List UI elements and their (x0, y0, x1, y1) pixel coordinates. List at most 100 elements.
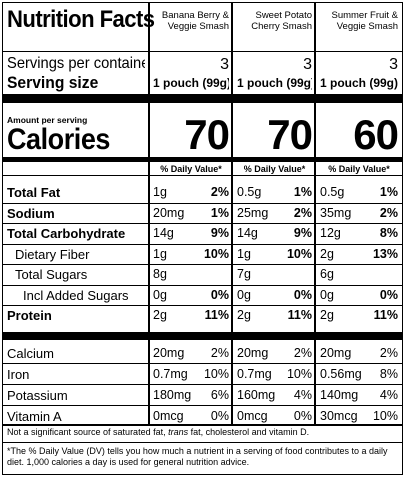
rule-under-calories (3, 157, 402, 162)
nutrient-daily-value: 10% (286, 246, 312, 261)
nutrient-label: Protein (7, 308, 52, 323)
vitamin-daily-value: 2% (379, 346, 398, 360)
rule-under-vitamins (3, 424, 402, 426)
nutrient-label: Dietary Fiber (15, 246, 90, 262)
vitamin-daily-value: 6% (210, 388, 229, 402)
nutrient-daily-value: 11% (373, 308, 398, 322)
vitamin-row-rule (3, 405, 402, 406)
vitamin-amount: 140mg (320, 388, 359, 402)
nutrient-daily-value: 0% (293, 287, 312, 302)
nutrient-daily-value: 11% (204, 308, 229, 322)
vitamin-label: Vitamin A (7, 409, 62, 424)
nutrient-amount: 35mg (320, 205, 352, 220)
amount-per-serving-label: Amount per serving (7, 115, 88, 125)
nutrient-amount: 0g (320, 287, 334, 302)
nutrient-daily-value: 11% (287, 308, 312, 322)
servings-label: Servings per container (7, 55, 145, 72)
vitamin-row-rule (3, 384, 402, 385)
nutrient-daily-value: 0% (379, 287, 398, 302)
column-divider-2 (231, 3, 233, 424)
nutrient-label: Total Carbohydrate (7, 226, 126, 241)
column-divider-1 (148, 3, 150, 424)
serving-size-label: Serving size (7, 73, 99, 92)
daily-value-heading: % Daily Value* (160, 164, 222, 174)
nutrient-amount: 25mg (237, 205, 269, 220)
nutrient-daily-value: 2% (210, 185, 229, 199)
nutrient-amount: 2g (320, 246, 334, 261)
vitamin-amount: 20mg (320, 346, 352, 360)
vitamin-amount: 0mcg (237, 409, 268, 423)
nutrient-daily-value: 1% (293, 185, 312, 199)
nutrient-amount: 6g (320, 267, 334, 281)
vitamin-amount: 0mcg (153, 409, 184, 423)
nutrient-row-rule (3, 223, 402, 224)
nutrient-amount: 2g (320, 308, 334, 322)
nutrient-amount: 14g (153, 226, 174, 240)
nutrient-daily-value: 1% (210, 205, 229, 220)
vitamin-amount: 160mg (237, 388, 276, 402)
serving-size-value: 1 pouch (99g) (320, 76, 398, 90)
nutrient-daily-value: 2% (379, 205, 398, 220)
column-divider-3 (314, 3, 316, 424)
rule-between-footnotes (3, 442, 402, 443)
vitamin-amount: 0.7mg (237, 367, 272, 381)
nutrient-daily-value: 10% (203, 246, 229, 261)
nutrient-amount: 12g (320, 226, 341, 240)
product-name: Summer Fruit & Veggie Smash (331, 10, 398, 32)
vitamin-daily-value: 0% (210, 409, 229, 423)
nutrient-amount: 14g (237, 226, 258, 240)
product-name: Banana Berry & Veggie Smash (161, 10, 229, 32)
calories-value: 70 (267, 113, 312, 157)
footnote-not-significant: Not a significant source of saturated fa… (7, 427, 310, 437)
vitamin-amount: 20mg (153, 346, 185, 360)
nutrient-amount: 0.5g (237, 185, 262, 199)
vitamin-daily-value: 10% (372, 409, 398, 423)
nutrient-daily-value: 8% (379, 226, 398, 240)
nutrient-row-rule (3, 202, 402, 204)
nutrient-daily-value: 0% (210, 287, 229, 302)
vitamin-daily-value: 4% (379, 388, 398, 402)
nutrient-amount: 8g (153, 267, 167, 281)
vitamin-amount: 180mg (153, 388, 192, 402)
nutrient-amount: 0g (153, 287, 167, 302)
label-title: Nutrition Facts (7, 7, 155, 33)
nutrient-amount: 20mg (153, 205, 185, 220)
vitamin-amount: 0.7mg (153, 367, 188, 381)
nutrient-row-rule (3, 284, 402, 286)
vitamin-daily-value: 0% (293, 409, 312, 423)
nutrient-amount: 1g (153, 246, 167, 261)
product-name: Sweet Potato Cherry Smash (251, 10, 312, 32)
nutrient-label: Total Sugars (15, 267, 88, 282)
nutrient-row-rule (3, 264, 402, 265)
nutrient-daily-value: 1% (379, 185, 398, 199)
nutrient-amount: 7g (237, 267, 251, 281)
vitamin-label: Calcium (7, 346, 54, 361)
daily-value-heading: % Daily Value* (243, 164, 306, 174)
vitamin-daily-value: 10% (286, 367, 312, 381)
rule-under-dv-head (3, 175, 402, 176)
vitamin-daily-value: 10% (203, 367, 229, 381)
vitamin-amount: 20mg (237, 346, 269, 360)
calories-label: Calories (7, 124, 110, 156)
nutrient-daily-value: 2% (293, 205, 312, 220)
nutrient-amount: 2g (237, 308, 251, 322)
nutrient-label: Incl Added Sugars (23, 287, 129, 303)
nutrient-row-rule (3, 305, 402, 306)
vitamin-label: Iron (7, 367, 30, 382)
footnote-daily-value: *The % Daily Value (DV) tells you how mu… (7, 446, 388, 467)
rule-under-names (3, 51, 402, 52)
calories-value: 60 (353, 113, 398, 157)
serving-size-value: 1 pouch (99g) (237, 76, 312, 90)
rule-under-serving (3, 94, 402, 103)
vitamin-daily-value: 4% (293, 388, 312, 402)
daily-value-heading: % Daily Value* (328, 164, 390, 174)
nutrient-amount: 1g (237, 246, 251, 261)
nutrient-daily-value: 9% (293, 226, 312, 240)
nutrient-amount: 2g (153, 308, 167, 322)
nutrient-amount: 0g (237, 287, 251, 302)
servings-value: 3 (303, 56, 312, 73)
serving-size-value: 1 pouch (99g) (153, 76, 229, 90)
nutrient-label: Sodium (7, 205, 55, 221)
vitamin-daily-value: 8% (379, 367, 398, 381)
